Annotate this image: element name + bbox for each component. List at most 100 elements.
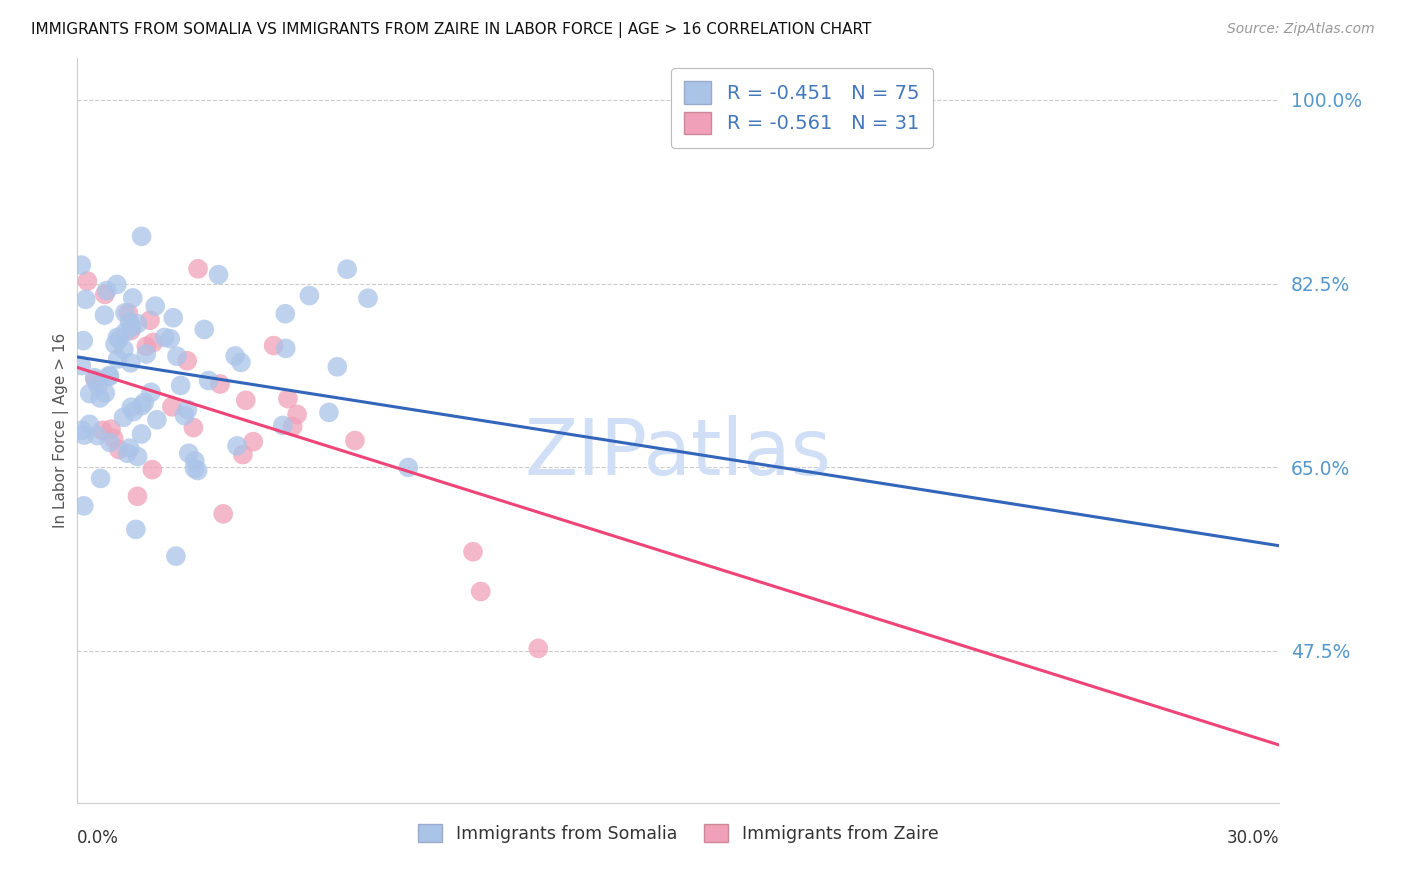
Point [72, 334, 94, 348]
Point [134, 395, 156, 409]
Point [98, 369, 121, 384]
Point [357, 291, 380, 305]
Point [183, 420, 205, 434]
Legend: Immigrants from Somalia, Immigrants from Zaire: Immigrants from Somalia, Immigrants from… [411, 817, 946, 850]
Point [131, 426, 153, 441]
Point [127, 450, 149, 464]
Point [527, 641, 550, 656]
Point [271, 418, 294, 433]
Point [117, 306, 139, 320]
Point [142, 335, 165, 350]
Point [70, 258, 93, 272]
Point [89, 391, 111, 405]
Point [159, 332, 181, 346]
Y-axis label: In Labor Force | Age > 16: In Labor Force | Age > 16 [53, 333, 69, 528]
Point [281, 419, 304, 434]
Point [274, 307, 297, 321]
Point [112, 343, 135, 357]
Point [470, 584, 492, 599]
Point [114, 325, 136, 339]
Point [461, 545, 484, 559]
Point [169, 378, 191, 392]
Point [131, 399, 153, 413]
Point [83, 370, 105, 384]
Point [120, 324, 142, 338]
Point [177, 446, 200, 460]
Point [107, 330, 129, 344]
Point [176, 353, 198, 368]
Point [73, 499, 96, 513]
Point [224, 349, 246, 363]
Text: Source: ZipAtlas.com: Source: ZipAtlas.com [1227, 22, 1375, 37]
Point [105, 277, 128, 292]
Point [70, 423, 93, 437]
Point [127, 489, 149, 503]
Point [108, 332, 131, 346]
Point [73, 428, 96, 442]
Point [143, 299, 166, 313]
Point [118, 441, 141, 455]
Point [90, 471, 112, 485]
Point [93, 308, 115, 322]
Point [336, 262, 359, 277]
Point [84, 373, 107, 387]
Point [396, 460, 419, 475]
Point [96, 284, 118, 298]
Point [104, 337, 127, 351]
Point [318, 405, 340, 419]
Point [343, 434, 366, 448]
Point [135, 347, 157, 361]
Point [242, 434, 264, 449]
Point [121, 320, 143, 334]
Point [79, 417, 101, 432]
Point [120, 401, 142, 415]
Point [79, 386, 101, 401]
Point [70, 359, 93, 373]
Point [183, 461, 205, 475]
Point [285, 408, 308, 422]
Point [226, 439, 249, 453]
Point [131, 229, 153, 244]
Point [166, 349, 188, 363]
Point [117, 446, 139, 460]
Point [209, 376, 232, 391]
Point [75, 293, 97, 307]
Point [263, 338, 285, 352]
Point [141, 462, 163, 476]
Point [112, 410, 135, 425]
Point [187, 463, 209, 477]
Point [107, 352, 129, 367]
Point [87, 378, 110, 392]
Point [114, 306, 136, 320]
Point [298, 288, 321, 302]
Point [187, 261, 209, 276]
Point [118, 315, 141, 329]
Point [127, 317, 149, 331]
Point [229, 355, 252, 369]
Point [277, 392, 299, 406]
Point [235, 393, 257, 408]
Point [165, 549, 187, 563]
Point [98, 435, 121, 450]
Point [184, 454, 207, 468]
Point [121, 291, 143, 305]
Point [176, 402, 198, 417]
Point [153, 330, 176, 344]
Point [103, 432, 125, 446]
Point [232, 448, 254, 462]
Point [125, 522, 148, 536]
Point [197, 374, 219, 388]
Point [98, 368, 121, 383]
Point [100, 422, 122, 436]
Point [212, 507, 235, 521]
Point [146, 413, 169, 427]
Point [274, 342, 297, 356]
Text: 30.0%: 30.0% [1227, 829, 1279, 847]
Point [135, 339, 157, 353]
Point [160, 400, 183, 414]
Point [326, 359, 349, 374]
Text: 0.0%: 0.0% [77, 829, 120, 847]
Point [94, 386, 117, 401]
Text: IMMIGRANTS FROM SOMALIA VS IMMIGRANTS FROM ZAIRE IN LABOR FORCE | AGE > 16 CORRE: IMMIGRANTS FROM SOMALIA VS IMMIGRANTS FR… [31, 22, 872, 38]
Point [193, 322, 215, 336]
